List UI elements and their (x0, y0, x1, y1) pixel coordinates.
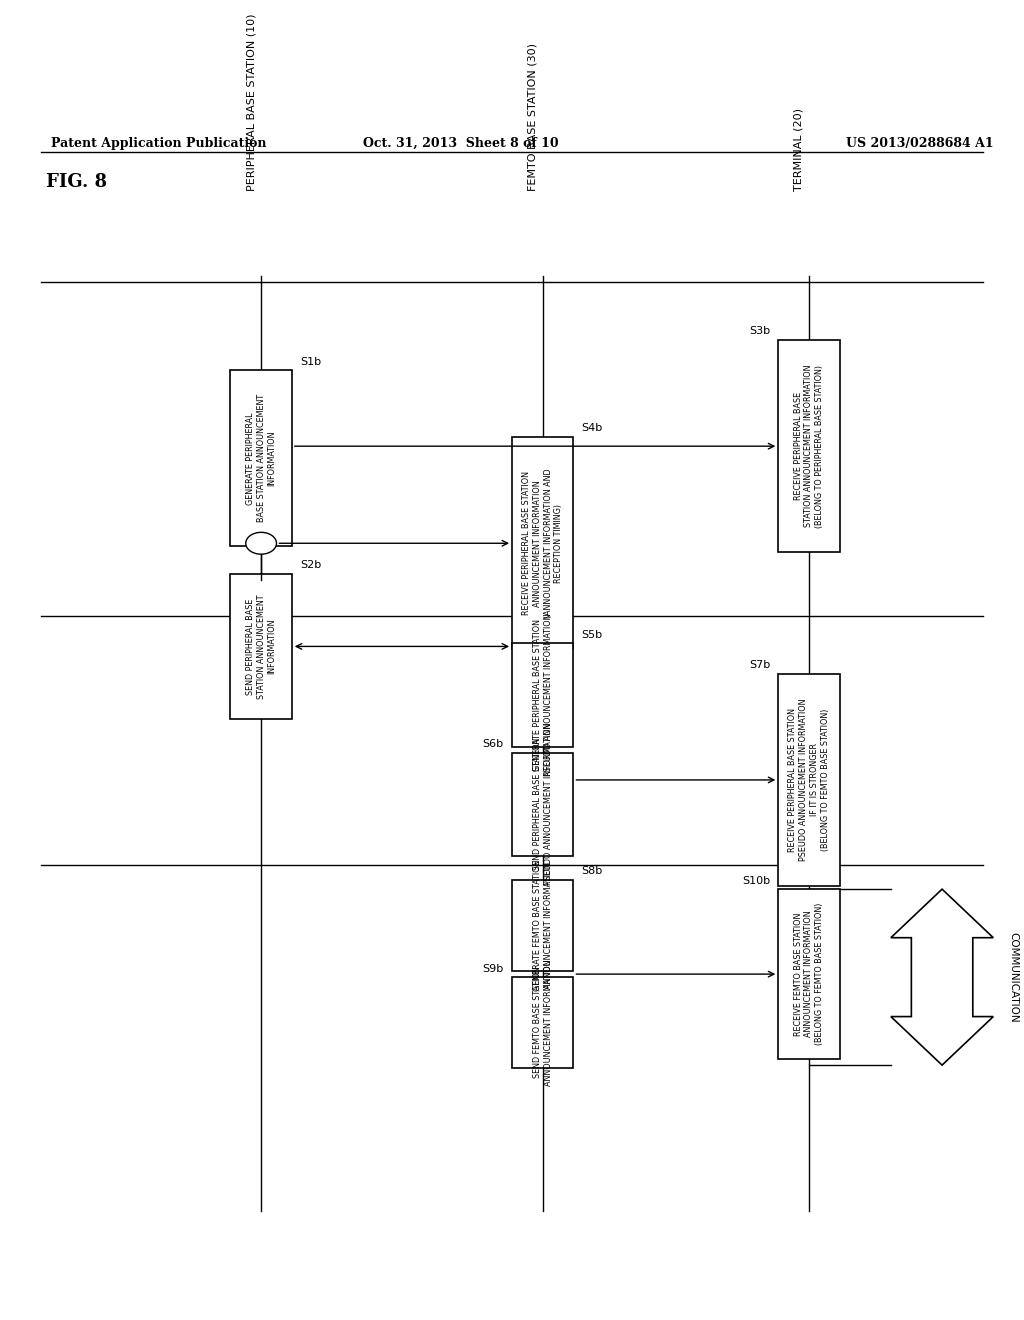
Text: RECEIVE PERIPHERAL BASE STATION
PSEUDO ANNOUNCEMENT INFORMATION
IF IT IS STRONGE: RECEIVE PERIPHERAL BASE STATION PSEUDO A… (788, 698, 829, 861)
Text: RECEIVE PERIPHERAL BASE STATION
ANNOUNCEMENT INFORMATION
(ANNOUNCEMENT INFORMATI: RECEIVE PERIPHERAL BASE STATION ANNOUNCE… (522, 469, 563, 618)
Text: FIG. 8: FIG. 8 (46, 173, 108, 191)
Bar (512, 880, 573, 972)
Text: Oct. 31, 2013  Sheet 8 of 10: Oct. 31, 2013 Sheet 8 of 10 (362, 137, 559, 149)
Text: SEND PERIPHERAL BASE
STATION ANNOUNCEMENT
INFORMATION: SEND PERIPHERAL BASE STATION ANNOUNCEMEN… (246, 594, 276, 698)
Bar (512, 437, 573, 649)
Text: GENERATE PERIPHERAL
BASE STATION ANNOUNCEMENT
INFORMATION: GENERATE PERIPHERAL BASE STATION ANNOUNC… (246, 395, 276, 523)
Text: GENERATE FEMTO BASE STATION
ANNOUNCEMENT INFORMATION: GENERATE FEMTO BASE STATION ANNOUNCEMENT… (532, 859, 553, 991)
Text: PERIPHERAL BASE STATION (10): PERIPHERAL BASE STATION (10) (246, 13, 256, 191)
Text: RECEIVE PERIPHERAL BASE
STATION ANNOUNCEMENT INFORMATION
(BELONG TO PERIPHERAL B: RECEIVE PERIPHERAL BASE STATION ANNOUNCE… (794, 364, 824, 528)
Text: S1b: S1b (300, 356, 322, 367)
Bar (778, 890, 840, 1059)
Text: FEMTO BASE STATION (30): FEMTO BASE STATION (30) (527, 44, 538, 191)
Text: S6b: S6b (482, 739, 504, 748)
Text: S3b: S3b (749, 326, 770, 337)
Text: S10b: S10b (742, 875, 770, 886)
Text: GENERATE PERIPHERAL BASE STATION
PSEUDO ANNOUNCEMENT INFORMATION: GENERATE PERIPHERAL BASE STATION PSEUDO … (532, 614, 553, 776)
Text: S9b: S9b (482, 964, 504, 974)
Text: COMMUNICATION: COMMUNICATION (1009, 932, 1019, 1023)
Bar (512, 752, 573, 855)
Bar (778, 673, 840, 886)
Text: S8b: S8b (582, 866, 603, 876)
Bar (512, 643, 573, 747)
Text: US 2013/0288684 A1: US 2013/0288684 A1 (846, 137, 993, 149)
Polygon shape (891, 890, 993, 1065)
Ellipse shape (246, 532, 276, 554)
Text: RECEIVE FEMTO BASE STATION
ANNOUNCEMENT INFORMATION
(BELONG TO FEMTO BASE STATIO: RECEIVE FEMTO BASE STATION ANNOUNCEMENT … (794, 903, 824, 1045)
Text: Patent Application Publication: Patent Application Publication (51, 137, 266, 149)
Bar (512, 977, 573, 1068)
Text: S5b: S5b (582, 630, 603, 640)
Bar (230, 574, 292, 719)
Text: S7b: S7b (749, 660, 770, 671)
Text: TERMINAL (20): TERMINAL (20) (794, 108, 804, 191)
Text: S4b: S4b (582, 424, 603, 433)
Bar (230, 371, 292, 546)
Text: SEND FEMTO BASE STATION
ANNOUNCEMENT INFORMATION: SEND FEMTO BASE STATION ANNOUNCEMENT INF… (532, 960, 553, 1086)
Text: S2b: S2b (300, 560, 322, 570)
Text: SEND PERIPHERAL BASE STATION
PSEUDO ANNOUNCEMENT INFORMATION: SEND PERIPHERAL BASE STATION PSEUDO ANNO… (532, 723, 553, 886)
Bar (778, 341, 840, 552)
